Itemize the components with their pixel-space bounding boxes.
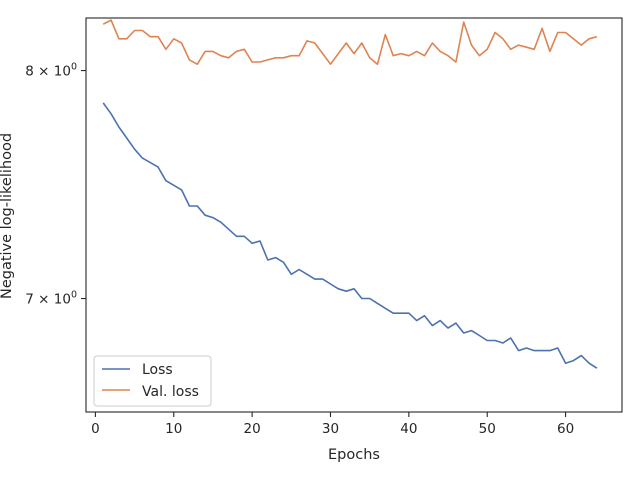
legend-label-val-loss: Val. loss xyxy=(142,384,199,400)
x-axis-label: Epochs xyxy=(328,447,380,463)
x-tick-label: 20 xyxy=(244,421,261,437)
legend: Loss Val. loss xyxy=(93,355,212,407)
x-tick-label: 30 xyxy=(322,421,339,437)
series-line-loss xyxy=(102,102,598,369)
x-tick-label: 10 xyxy=(165,421,182,437)
legend-label-loss: Loss xyxy=(142,362,173,378)
series-line-val-loss xyxy=(102,19,598,65)
plot-lines xyxy=(102,19,598,369)
x-tick-label: 50 xyxy=(479,421,496,437)
y-axis: 7 × 100 8 × 100 xyxy=(25,62,86,308)
x-tick-label: 60 xyxy=(557,421,574,437)
y-tick-label: 7 × 100 xyxy=(25,290,77,308)
x-axis: 0 10 20 30 40 50 60 xyxy=(91,412,574,437)
axes-frame xyxy=(85,17,623,413)
y-axis-label: Negative log-likelihood xyxy=(0,133,15,299)
x-tick-label: 40 xyxy=(400,421,417,437)
x-tick-label: 0 xyxy=(91,421,100,437)
y-tick-label: 8 × 100 xyxy=(25,62,77,80)
